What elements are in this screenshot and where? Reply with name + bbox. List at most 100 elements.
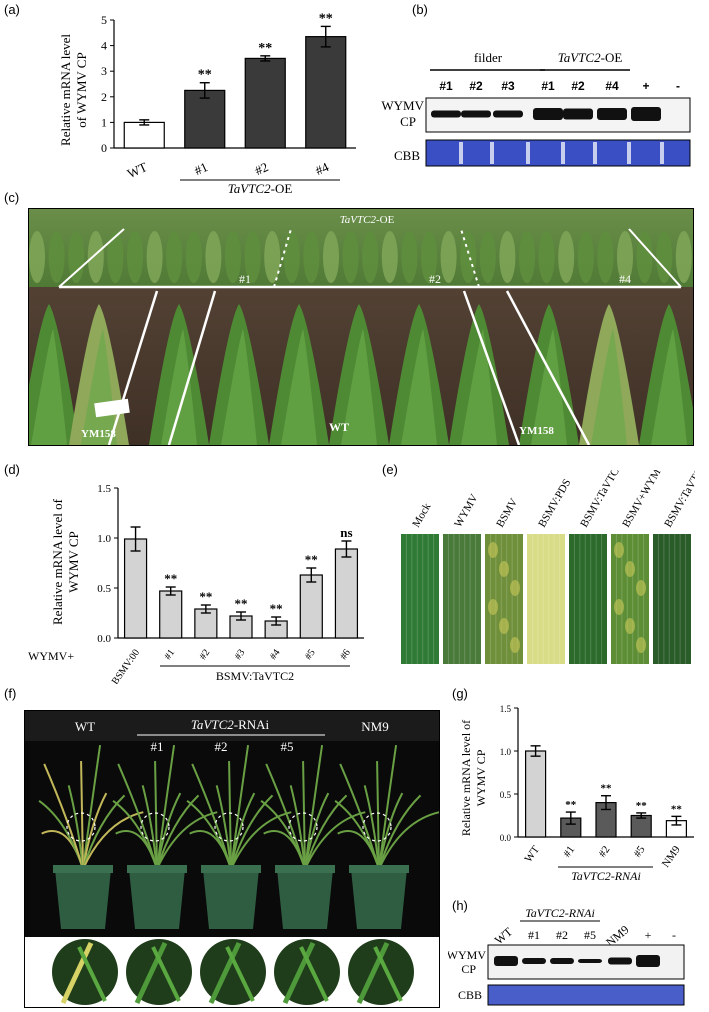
leaf-label: BSMV <box>494 496 520 529</box>
plant-pot-rim <box>275 865 335 873</box>
plant-leaf <box>230 811 292 870</box>
field-back-row <box>146 231 163 283</box>
plant-leaf <box>230 794 274 870</box>
chart-d-plot-category-label: #1 <box>162 647 177 662</box>
blot-h-row2: CBB <box>458 988 482 1002</box>
plant-leaf <box>302 761 306 870</box>
chart-a-plot-ytick-label: 4 <box>101 39 107 53</box>
blot-b: filder TaVTC2-OE #1 #2 #3 #1 #2 #4 + - WYMV CP … <box>380 50 706 180</box>
chart-g-plot-significance: ** <box>565 799 577 811</box>
field-plant-rows <box>29 231 693 445</box>
field-back-row <box>401 231 418 283</box>
chart-d-plot-ytick-label: 1.0 <box>97 533 111 545</box>
chart-d-plot-significance: ** <box>164 571 177 586</box>
blot-h-bands <box>494 955 660 967</box>
chart-d-plot-significance: ** <box>270 601 283 616</box>
field-front-highlight <box>341 329 377 445</box>
leaf-sample <box>527 534 565 664</box>
chart-g-relative-mrna-rnai: Relative mRNA level of WYMV CP 0.0 0.5 1.0… <box>459 704 694 883</box>
field-front-highlight <box>651 329 687 445</box>
field-ym158-right-line-b <box>505 290 591 445</box>
chart-d-plot-significance: ** <box>199 589 212 604</box>
blot-h: TaVTC2-RNAi WT #1 #2 #5 NM9 + - WYMV CP CBB <box>447 905 706 1007</box>
field-back-row <box>381 231 398 283</box>
blot-h-band <box>636 955 660 967</box>
blot-b-band <box>631 107 661 121</box>
chart-d-plot-category-label: #3 <box>233 647 248 662</box>
plant-leaf <box>260 800 306 870</box>
field-back-row <box>127 231 143 283</box>
plant-leaf <box>117 763 158 870</box>
leaf-mosaic-spot <box>510 637 520 653</box>
blot-b-lane-label: - <box>676 79 680 93</box>
chart-d-ylabel-line2: WYMV CP <box>66 531 81 593</box>
chart-d-plot-category-label: BSMV:00 <box>110 647 142 684</box>
blot-h-group: TaVTC2-RNAi <box>525 906 595 920</box>
field-back-row <box>617 231 633 283</box>
chart-d-plot-significance: ** <box>235 596 248 611</box>
chart-a-plot-significance: ** <box>198 68 212 83</box>
leaf-label: BSMV+WYMV <box>620 470 667 530</box>
chart-a-ylabel-line1: Relative mRNA level <box>58 34 73 146</box>
blot-b-lane-label: #1 <box>541 79 555 93</box>
plant-closeups <box>52 939 414 1005</box>
blot-b-lane-label: #1 <box>439 79 453 93</box>
chart-d-plot-category-label: #4 <box>268 647 283 662</box>
leaf-label: BSMV:TaVTC2+ WYMV <box>662 470 695 530</box>
blot-h-band <box>578 959 602 963</box>
chart-a-plot-category-label: #4 <box>313 159 332 178</box>
leaf-sample <box>443 534 481 664</box>
field-center-label: WT <box>329 420 349 434</box>
field-back-row <box>283 231 300 283</box>
chart-d-plot-category-label: #2 <box>198 647 213 662</box>
leaf-panel-e: Mock WYMV BSMV BSMV:PDS BSMV:TaVTC2 BSMV+WYMV… <box>395 423 709 670</box>
plant-nm9-label: NM9 <box>361 719 388 734</box>
chart-a-plot-ytick-label: 1 <box>101 115 107 129</box>
leaf-mosaic-spot <box>636 637 646 653</box>
panel-label-a: (a) <box>4 2 20 17</box>
blot-b-bands <box>431 107 661 121</box>
blot-b-svg: filder TaVTC2-OE #1 #2 #3 #1 #2 #4 + - WYMV CP … <box>381 50 691 167</box>
plant-leaf <box>304 792 330 870</box>
plant-closeup <box>348 939 414 1005</box>
chart-g-plot-significance: ** <box>671 803 683 815</box>
field-back-row <box>479 231 496 283</box>
plant-leaf <box>156 794 200 870</box>
chart-d-plot-bar <box>334 548 359 639</box>
chart-g-plot-category-label: #2 <box>596 844 612 860</box>
blot-b-row2: CBB <box>394 148 420 163</box>
chart-g-plot-category-label: #1 <box>561 844 577 860</box>
blot-b-row1-line1: WYMV <box>381 98 424 113</box>
plant-leaf <box>154 761 158 870</box>
chart-a-group-label: TaVTC2-OE <box>228 181 293 194</box>
chart-d-plot-significance: ns <box>340 525 352 540</box>
chart-g-plot-category-label: WT <box>522 844 542 865</box>
plant-line-3: #5 <box>281 739 294 754</box>
chart-a-plot-category-label: #1 <box>192 159 210 178</box>
plant-leaf <box>230 792 256 870</box>
blot-b-cbb-strip <box>425 139 691 167</box>
leaf-mosaic-spot <box>499 561 509 577</box>
plant-leaf <box>82 794 126 870</box>
panel-label-c: (c) <box>4 190 20 205</box>
plant-closeup-leaf <box>282 941 316 1005</box>
chart-a-plot-bar <box>184 89 226 149</box>
blot-b-lane-label: #2 <box>469 79 483 93</box>
blot-b-cbb-gap <box>526 142 530 164</box>
blot-b-cbb-gap <box>627 142 631 164</box>
plant-leaf <box>38 800 84 870</box>
field-photo-c-svg: TaVTC2-OE #1 #2 #4 YM158 WT YM158 <box>29 209 693 445</box>
field-back-row <box>538 231 555 283</box>
plant-leaf <box>334 800 380 870</box>
leaf-label: BSMV:TaVTC2 <box>578 470 624 530</box>
plant-closeup-leaf <box>77 946 107 1002</box>
leaf-mosaic-spot <box>614 542 624 558</box>
blot-b-cbb-gap <box>593 142 597 164</box>
plant-leaf <box>112 800 158 870</box>
plant-closeup <box>274 939 340 1005</box>
plant-closeup <box>200 939 266 1005</box>
plant-closeup-leaf <box>356 941 390 1005</box>
leaf-label: WYMV <box>452 492 480 529</box>
chart-g-plot-category-label: #5 <box>632 843 648 859</box>
blot-b-row1-line2: CP <box>400 114 416 129</box>
